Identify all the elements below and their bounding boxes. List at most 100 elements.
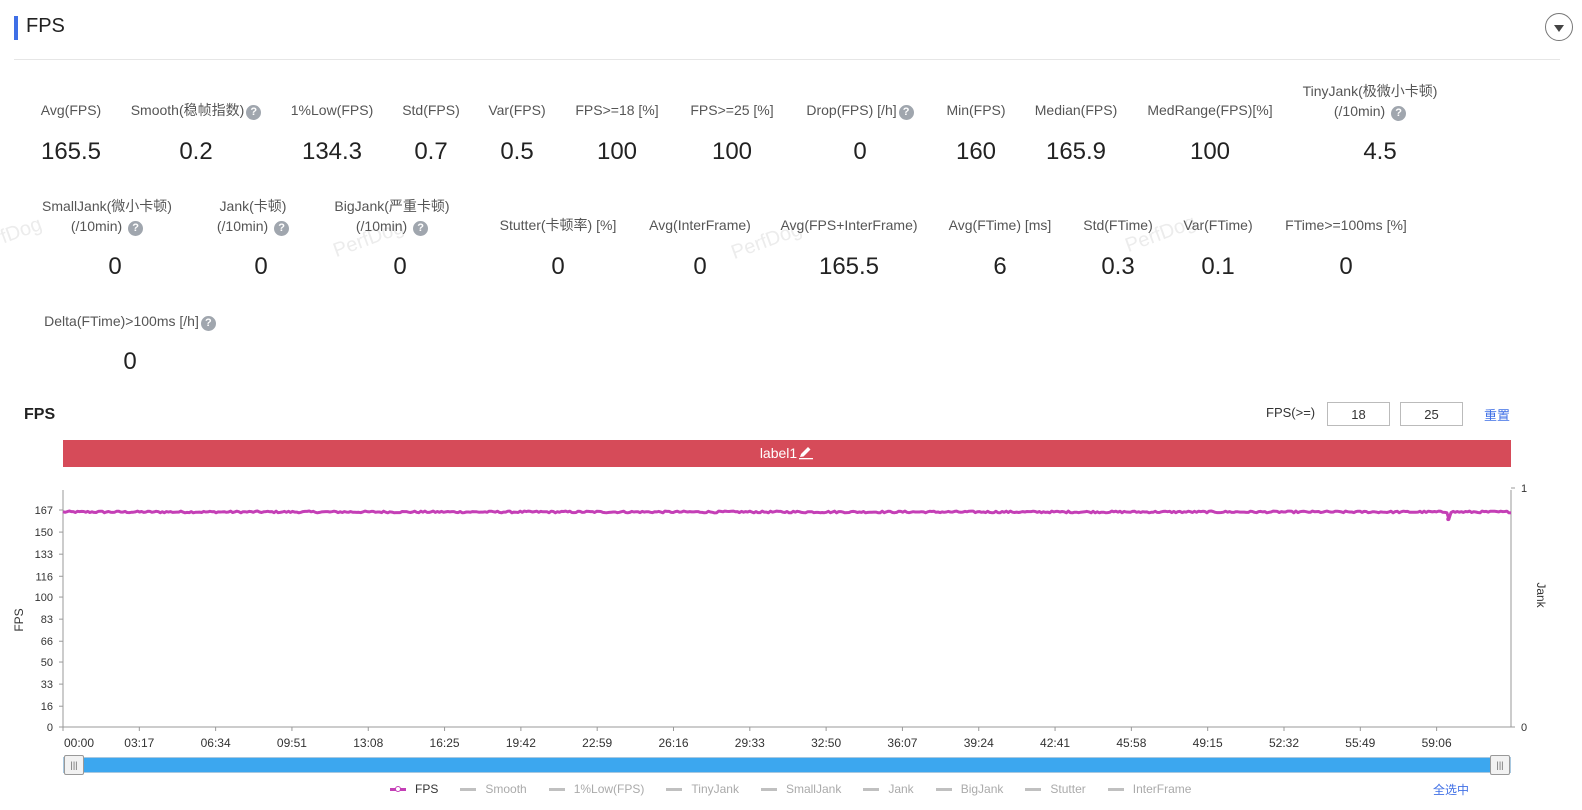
metric-label: Avg(FTime) [ms]: [900, 215, 1100, 235]
legend-label: Smooth: [485, 782, 527, 796]
reset-button[interactable]: 重置: [1484, 408, 1511, 423]
x-tick-label: 42:41: [1040, 736, 1070, 750]
series-point-fps-dip: [1446, 517, 1451, 522]
x-tick-label: 59:06: [1422, 736, 1452, 750]
metric-label: Std(FPS): [331, 100, 531, 120]
legend-label: BigJank: [960, 782, 1004, 796]
metric-value: 0: [108, 253, 122, 280]
y2-tick-label: 1: [1521, 483, 1527, 495]
collapse-button[interactable]: [1545, 13, 1573, 41]
chevron-down-icon: [1554, 24, 1564, 32]
chart-title: FPS: [24, 406, 56, 423]
label-bar-text: label1: [759, 445, 798, 461]
legend-label: InterFrame: [1132, 782, 1192, 796]
x-tick-label: 26:16: [658, 736, 688, 750]
help-icon[interactable]: ?: [898, 105, 914, 120]
help-icon[interactable]: ?: [128, 221, 144, 236]
metric-label: Jank(卡顿) (/10min) ?: [153, 196, 353, 236]
legend-item-fps[interactable]: FPS: [390, 781, 438, 797]
legend-item-tinyjank[interactable]: TinyJank: [666, 781, 739, 797]
x-tick-label: 13:08: [353, 736, 383, 750]
metric-label: BigJank(严重卡顿) (/10min) ?: [292, 196, 492, 236]
metric-label-unit: (/10min): [355, 218, 408, 234]
metric-label-text: Avg(FTime) [ms]: [948, 217, 1052, 233]
legend-item-stutter[interactable]: Stutter: [1025, 781, 1086, 797]
metric-value: 0: [1339, 253, 1353, 280]
metric-value: 4.5: [1363, 138, 1397, 165]
metric-value: 0.7: [414, 138, 448, 165]
y-tick-label: 0: [47, 722, 53, 734]
help-icon[interactable]: ?: [1391, 106, 1407, 121]
metric-label-text: Delta(FTime)>100ms [/h]: [44, 313, 199, 329]
fps-threshold-input-2[interactable]: [1400, 402, 1463, 426]
metric-label-text: Avg(FPS+InterFrame): [780, 217, 918, 233]
help-icon[interactable]: ?: [274, 221, 290, 236]
metric-value: 6: [993, 253, 1007, 280]
slider-handle-left[interactable]: |||: [64, 755, 84, 775]
panel-header: FPS: [14, 0, 1573, 60]
y-tick-label: 50: [41, 657, 53, 669]
fps-threshold-input-1[interactable]: [1327, 402, 1390, 426]
legend-item-smalljank[interactable]: SmallJank: [760, 781, 841, 797]
fps-threshold-label: FPS(>=): [1266, 405, 1316, 420]
pencil-icon[interactable]: [798, 446, 814, 460]
metric-value: 100: [1189, 138, 1231, 165]
metric-label: 1%Low(FPS): [232, 100, 432, 120]
slider-handle-right[interactable]: |||: [1490, 755, 1510, 775]
metric-label: MedRange(FPS)[%]: [1110, 100, 1310, 120]
y-tick-label: 116: [35, 571, 53, 583]
help-icon[interactable]: ?: [413, 221, 429, 236]
legend-label: 1%Low(FPS): [573, 782, 645, 796]
x-tick-label: 36:07: [887, 736, 917, 750]
y-tick-label: 66: [41, 636, 53, 648]
y-tick-label: 83: [41, 614, 53, 626]
help-icon[interactable]: ?: [246, 105, 262, 120]
metric-label: SmallJank(微小卡顿) (/10min) ?: [7, 196, 207, 236]
metric-label: Var(FPS): [417, 100, 617, 120]
legend-label: TinyJank: [691, 782, 739, 796]
metric-label-text: Min(FPS): [946, 102, 1006, 118]
metric-label: Avg(FPS): [0, 100, 171, 120]
metric-label: Drop(FPS) [/h]?: [760, 100, 960, 120]
metric-label: FPS>=18 [%]: [517, 100, 717, 120]
legend-item-bigjank[interactable]: BigJank: [935, 781, 1004, 797]
x-tick-label: 16:25: [430, 736, 460, 750]
metric-value: 165.9: [1045, 138, 1107, 165]
metric-label-text: SmallJank(微小卡顿): [42, 198, 172, 214]
metric-label-text: MedRange(FPS)[%]: [1147, 102, 1273, 118]
metric-label-text: Var(FTime): [1183, 217, 1253, 233]
legend-swatch: [460, 787, 477, 791]
metric-label-text: Smooth(稳帧指数): [130, 102, 245, 118]
x-tick-label: 32:50: [811, 736, 841, 750]
x-tick-label: 49:15: [1193, 736, 1223, 750]
y-tick-label: 100: [35, 592, 53, 604]
metric-value: 165.5: [818, 253, 880, 280]
metric-value: 0: [693, 253, 707, 280]
y-tick-label: 133: [35, 549, 53, 561]
time-range-slider[interactable]: [63, 757, 1511, 773]
y-tick-label: 167: [35, 505, 53, 517]
header-accent-bar: [14, 16, 18, 40]
legend-label: Stutter: [1050, 782, 1086, 796]
series-line-fps: [62, 509, 1512, 521]
metric-value: 0.5: [500, 138, 534, 165]
metric-label: Delta(FTime)>100ms [/h]?: [30, 311, 230, 331]
label-bar[interactable]: label1: [63, 440, 1511, 467]
select-all-button[interactable]: 全选中: [1433, 783, 1470, 797]
metric-label: Smooth(稳帧指数)?: [96, 100, 296, 120]
metric-label: FTime>=100ms [%]: [1246, 215, 1446, 235]
legend-item-jank[interactable]: Jank: [863, 781, 914, 797]
legend-item-smooth[interactable]: Smooth: [460, 781, 527, 797]
legend-item-interframe[interactable]: InterFrame: [1107, 781, 1192, 797]
metric-label-text: Drop(FPS) [/h]: [806, 102, 897, 118]
x-tick-label: 39:24: [964, 736, 994, 750]
metric-label-text: Avg(FPS): [40, 102, 102, 118]
legend-swatch: [1107, 787, 1124, 791]
metric-label-text: TinyJank(极微小卡顿): [1302, 83, 1438, 99]
x-tick-label: 29:33: [735, 736, 765, 750]
help-icon[interactable]: ?: [200, 316, 216, 331]
metric-value: 0: [123, 348, 137, 375]
y-axis-label: FPS: [12, 608, 26, 631]
legend-item-1-low-fps-[interactable]: 1%Low(FPS): [548, 781, 645, 797]
legend-swatch: [760, 787, 777, 791]
